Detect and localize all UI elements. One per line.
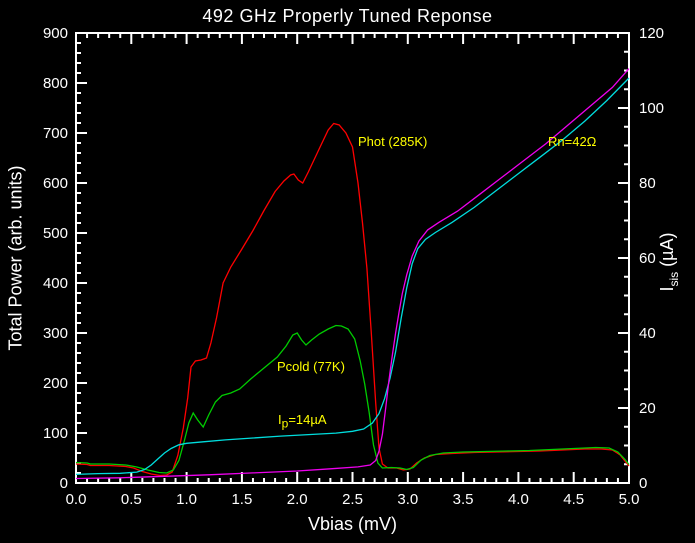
tick-label: 3.0 (397, 491, 418, 508)
annotation-pcold: Pcold (77K) (277, 359, 345, 374)
tick-label: 200 (43, 375, 68, 392)
tick-label: 0 (60, 475, 68, 492)
tick-label: 900 (43, 25, 68, 42)
tick-label: 60 (639, 250, 656, 267)
tick-label: 3.5 (453, 491, 474, 508)
tick-label: 20 (639, 400, 656, 417)
tick-label: 4.0 (508, 491, 529, 508)
tick-label: 0.5 (121, 491, 142, 508)
tick-label: 600 (43, 175, 68, 192)
series-1 (75, 324, 630, 474)
annotation-rn: Rn=42Ω (548, 134, 597, 149)
tick-label: 400 (43, 275, 68, 292)
y-axis-left-label: Total Power (arb. units) (5, 165, 26, 351)
annotation-ip: Ip=14µA (278, 412, 327, 431)
tick-label: 800 (43, 75, 68, 92)
series-2 (75, 77, 630, 476)
tick-label: 2.0 (287, 491, 308, 508)
tick-label: 100 (43, 425, 68, 442)
chart-title: 492 GHz Properly Tuned Reponse (202, 6, 493, 26)
tick-label: 300 (43, 325, 68, 342)
tick-label: 80 (639, 175, 656, 192)
tick-label: 500 (43, 225, 68, 242)
tick-label: 0.0 (66, 491, 87, 508)
plot-frame (75, 32, 630, 484)
x-axis-label: Vbias (mV) (307, 514, 397, 534)
tick-label: 100 (639, 100, 664, 117)
tick-label: 4.5 (563, 491, 584, 508)
tick-label: 2.5 (342, 491, 363, 508)
tick-label: 5.0 (619, 491, 640, 508)
tick-label: 700 (43, 125, 68, 142)
tick-label: 120 (639, 25, 664, 42)
annotation-phot: Phot (285K) (358, 134, 428, 149)
tick-label: 1.5 (231, 491, 252, 508)
series-0 (75, 122, 630, 477)
tick-label: 0 (639, 475, 647, 492)
y-axis-right-label: Isis (µA) (657, 232, 681, 292)
series-3 (75, 68, 630, 480)
tick-label: 1.0 (176, 491, 197, 508)
tick-label: 40 (639, 325, 656, 342)
